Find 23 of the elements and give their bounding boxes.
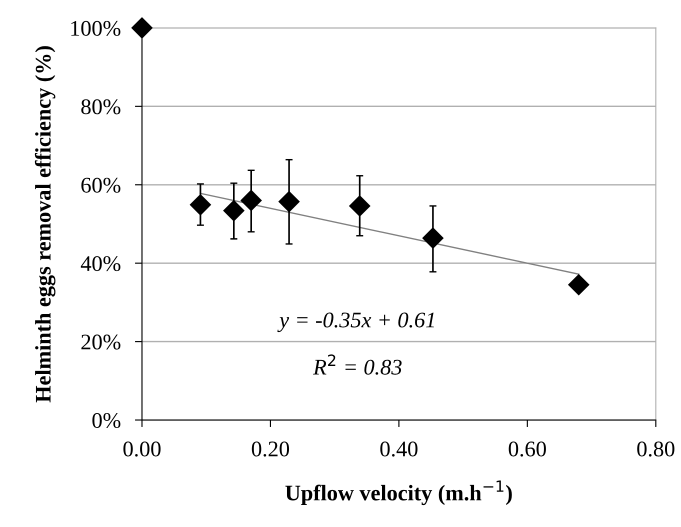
y-axis-title: Helminth eggs removal efficiency (%) (34, 46, 56, 402)
y-tick-label: 0% (92, 412, 120, 428)
point (131, 17, 153, 38)
x-tick-label: 0.20 (252, 441, 290, 457)
y-tick-label: 80% (81, 99, 120, 114)
point (240, 190, 262, 211)
point (422, 228, 444, 249)
point (223, 200, 244, 222)
point (278, 191, 300, 212)
y-tick-label: 20% (81, 334, 120, 350)
y-tick-label: 40% (80, 256, 120, 272)
point (349, 195, 370, 216)
x-tick-label: 0.80 (637, 441, 674, 457)
x-tick-label: 0.60 (508, 441, 546, 457)
point (190, 194, 211, 216)
x-tick-label: 0.00 (123, 441, 161, 457)
y-tick-label: 60% (81, 178, 120, 193)
annotation: R$^{2}$ = 0.83 (313, 354, 402, 375)
x-tick-label: 0.40 (380, 441, 418, 457)
point (568, 274, 590, 296)
x-axis-title: Upflow velocity (m.h$^{−1}$) (285, 480, 512, 506)
annotation: y = -0.35x + 0.61 (277, 312, 434, 332)
y-tick-label: 100% (71, 20, 120, 36)
